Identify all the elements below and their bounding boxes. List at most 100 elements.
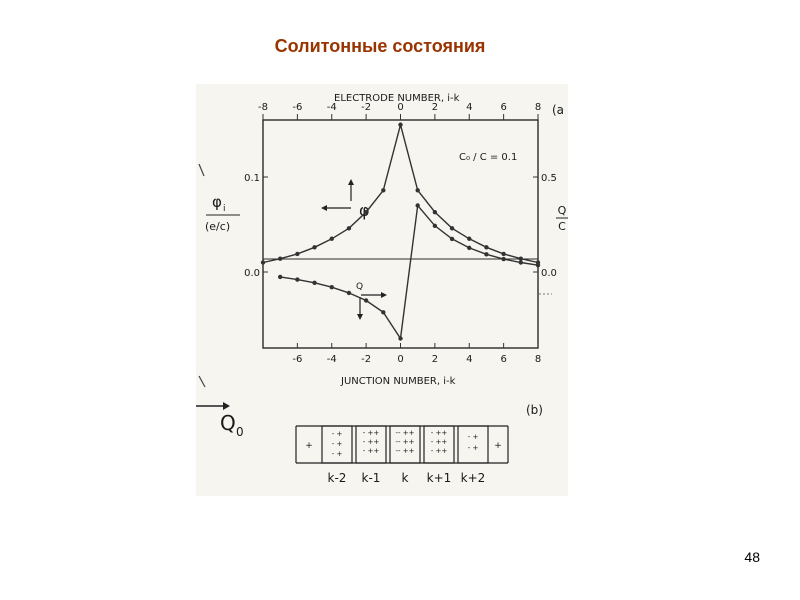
q-data-point	[312, 280, 317, 286]
charge-mark: - ++	[363, 438, 380, 446]
junction-cell	[457, 425, 489, 464]
q0-label: Q	[220, 411, 236, 435]
q-data-point	[363, 298, 369, 303]
q-data-point	[415, 203, 420, 208]
figure-svg: -8 -6 -4 -2 0 2 4 6 8 -6 -4 -2 0 2 4 6 8 0.10.0 0.50.0 …	[196, 93, 568, 485]
charge-mark: - ++	[363, 447, 380, 455]
cell-label: k+2	[461, 471, 486, 485]
left-tick-marks: 0.1 0.0	[244, 173, 268, 279]
top-tick-label: -4	[327, 102, 337, 113]
q-data-point	[484, 252, 489, 257]
left-tick-label: 0.1	[244, 173, 260, 184]
cell-label: k+1	[427, 471, 452, 485]
page-number: 48	[744, 549, 760, 565]
charge-mark: - +	[468, 444, 479, 452]
scanned-figure: -8 -6 -4 -2 0 2 4 6 8 -6 -4 -2 0 2 4 6 8 0.1 0.0 0.5 0.0 …	[196, 84, 568, 496]
phi-data-point	[415, 188, 420, 193]
phi-data-point	[295, 251, 300, 257]
phi-data-point	[484, 245, 489, 250]
charge-mark: +	[305, 441, 313, 451]
charge-mark: - ++	[363, 429, 380, 437]
q-data-point	[346, 290, 352, 296]
q-data-point	[535, 262, 541, 268]
q-data-point	[295, 277, 300, 282]
q-data-point	[381, 310, 386, 315]
right-tick-marks: 0.5 0.0	[533, 173, 557, 279]
top-tick-label: -2	[361, 102, 371, 113]
junction-cell	[423, 425, 455, 464]
bottom-tick-label: 8	[535, 354, 541, 365]
right-tick-label: 0.0	[541, 268, 557, 279]
left-tick-label: 0.0	[244, 268, 260, 279]
ratio-annotation: C₀ / C = 0.1	[459, 152, 517, 163]
phi-data-point	[398, 122, 403, 127]
q-series	[277, 203, 541, 341]
phi-data-point	[277, 256, 283, 261]
left-axis-label-units: (e/c)	[205, 220, 230, 233]
q-data-point	[449, 236, 455, 242]
q-data-point	[518, 260, 524, 265]
slide-title: Солитонные состояния	[274, 36, 486, 56]
junction-array: + - + - + - + - ++ - ++ - ++ -- ++ -- ++…	[295, 425, 509, 464]
charge-mark: - ++	[431, 447, 448, 455]
bottom-tick-label: 4	[466, 354, 472, 365]
phi-data-point	[312, 245, 317, 250]
phi-curve-label: φ	[359, 201, 370, 220]
q-data-point	[467, 245, 472, 251]
bottom-tick-label: -2	[361, 354, 371, 365]
phi-data-point	[381, 188, 386, 193]
charge-mark: -- ++	[395, 447, 414, 455]
charge-mark: +	[494, 441, 502, 451]
junction-cell	[389, 425, 421, 464]
q-arrow-down-head	[357, 314, 363, 320]
phi-data-point	[363, 209, 369, 215]
bottom-tick-marks	[296, 343, 539, 348]
top-tick-labels: -8 -6 -4 -2 0 2 4 6 8	[258, 102, 541, 113]
phi-data-point	[346, 226, 352, 231]
phi-arrow-left-head	[321, 205, 327, 211]
scan-mark	[198, 163, 205, 177]
right-tick-label: 0.5	[541, 173, 557, 184]
cell-label: k-1	[362, 471, 381, 485]
phi-data-point	[432, 209, 438, 215]
bottom-tick-label: 2	[432, 354, 438, 365]
charge-mark: - +	[332, 430, 343, 438]
charge-mark: - ++	[431, 438, 448, 446]
q-curve-label: Q	[356, 282, 363, 292]
charge-mark: - ++	[431, 429, 448, 437]
phi-data-point	[501, 251, 506, 257]
left-axis-label-subscript: i	[223, 204, 226, 214]
cell-label: k	[402, 471, 409, 485]
bottom-tick-label: -6	[292, 354, 302, 365]
q-data-point	[501, 256, 506, 262]
phi-data-point	[518, 256, 524, 261]
phi-series-line	[262, 122, 539, 264]
phi-data-point	[329, 236, 334, 241]
bottom-axis-label: JUNCTION NUMBER, i-k	[340, 376, 456, 387]
top-tick-label: -6	[292, 102, 302, 113]
right-axis-label-q: Q	[558, 204, 567, 217]
top-tick-marks	[262, 114, 539, 120]
charge-mark: -- ++	[395, 429, 414, 437]
q-data-point	[432, 223, 438, 229]
charge-mark: - +	[332, 440, 343, 448]
q0-subscript: 0	[236, 425, 244, 439]
top-tick-label: 2	[432, 102, 438, 113]
bottom-tick-label: -4	[327, 354, 337, 365]
q0-arrow-head	[223, 402, 230, 410]
right-axis-label-c: C	[558, 220, 566, 233]
q-arrow-right-head	[381, 292, 387, 298]
phi-series	[260, 122, 541, 265]
left-axis-label-phi: φ	[212, 193, 222, 211]
bottom-tick-label: 6	[500, 354, 506, 365]
top-tick-label: 0	[397, 102, 403, 113]
cell-label: k-2	[328, 471, 347, 485]
charge-mark: - +	[332, 450, 343, 458]
phi-data-point	[449, 226, 455, 231]
charge-mark: - +	[468, 433, 479, 441]
panel-a-label: (a	[552, 103, 564, 117]
q-data-point	[277, 274, 283, 280]
q-series-line	[280, 203, 539, 341]
top-tick-label: -8	[258, 102, 268, 113]
charge-mark: -- ++	[395, 438, 414, 446]
